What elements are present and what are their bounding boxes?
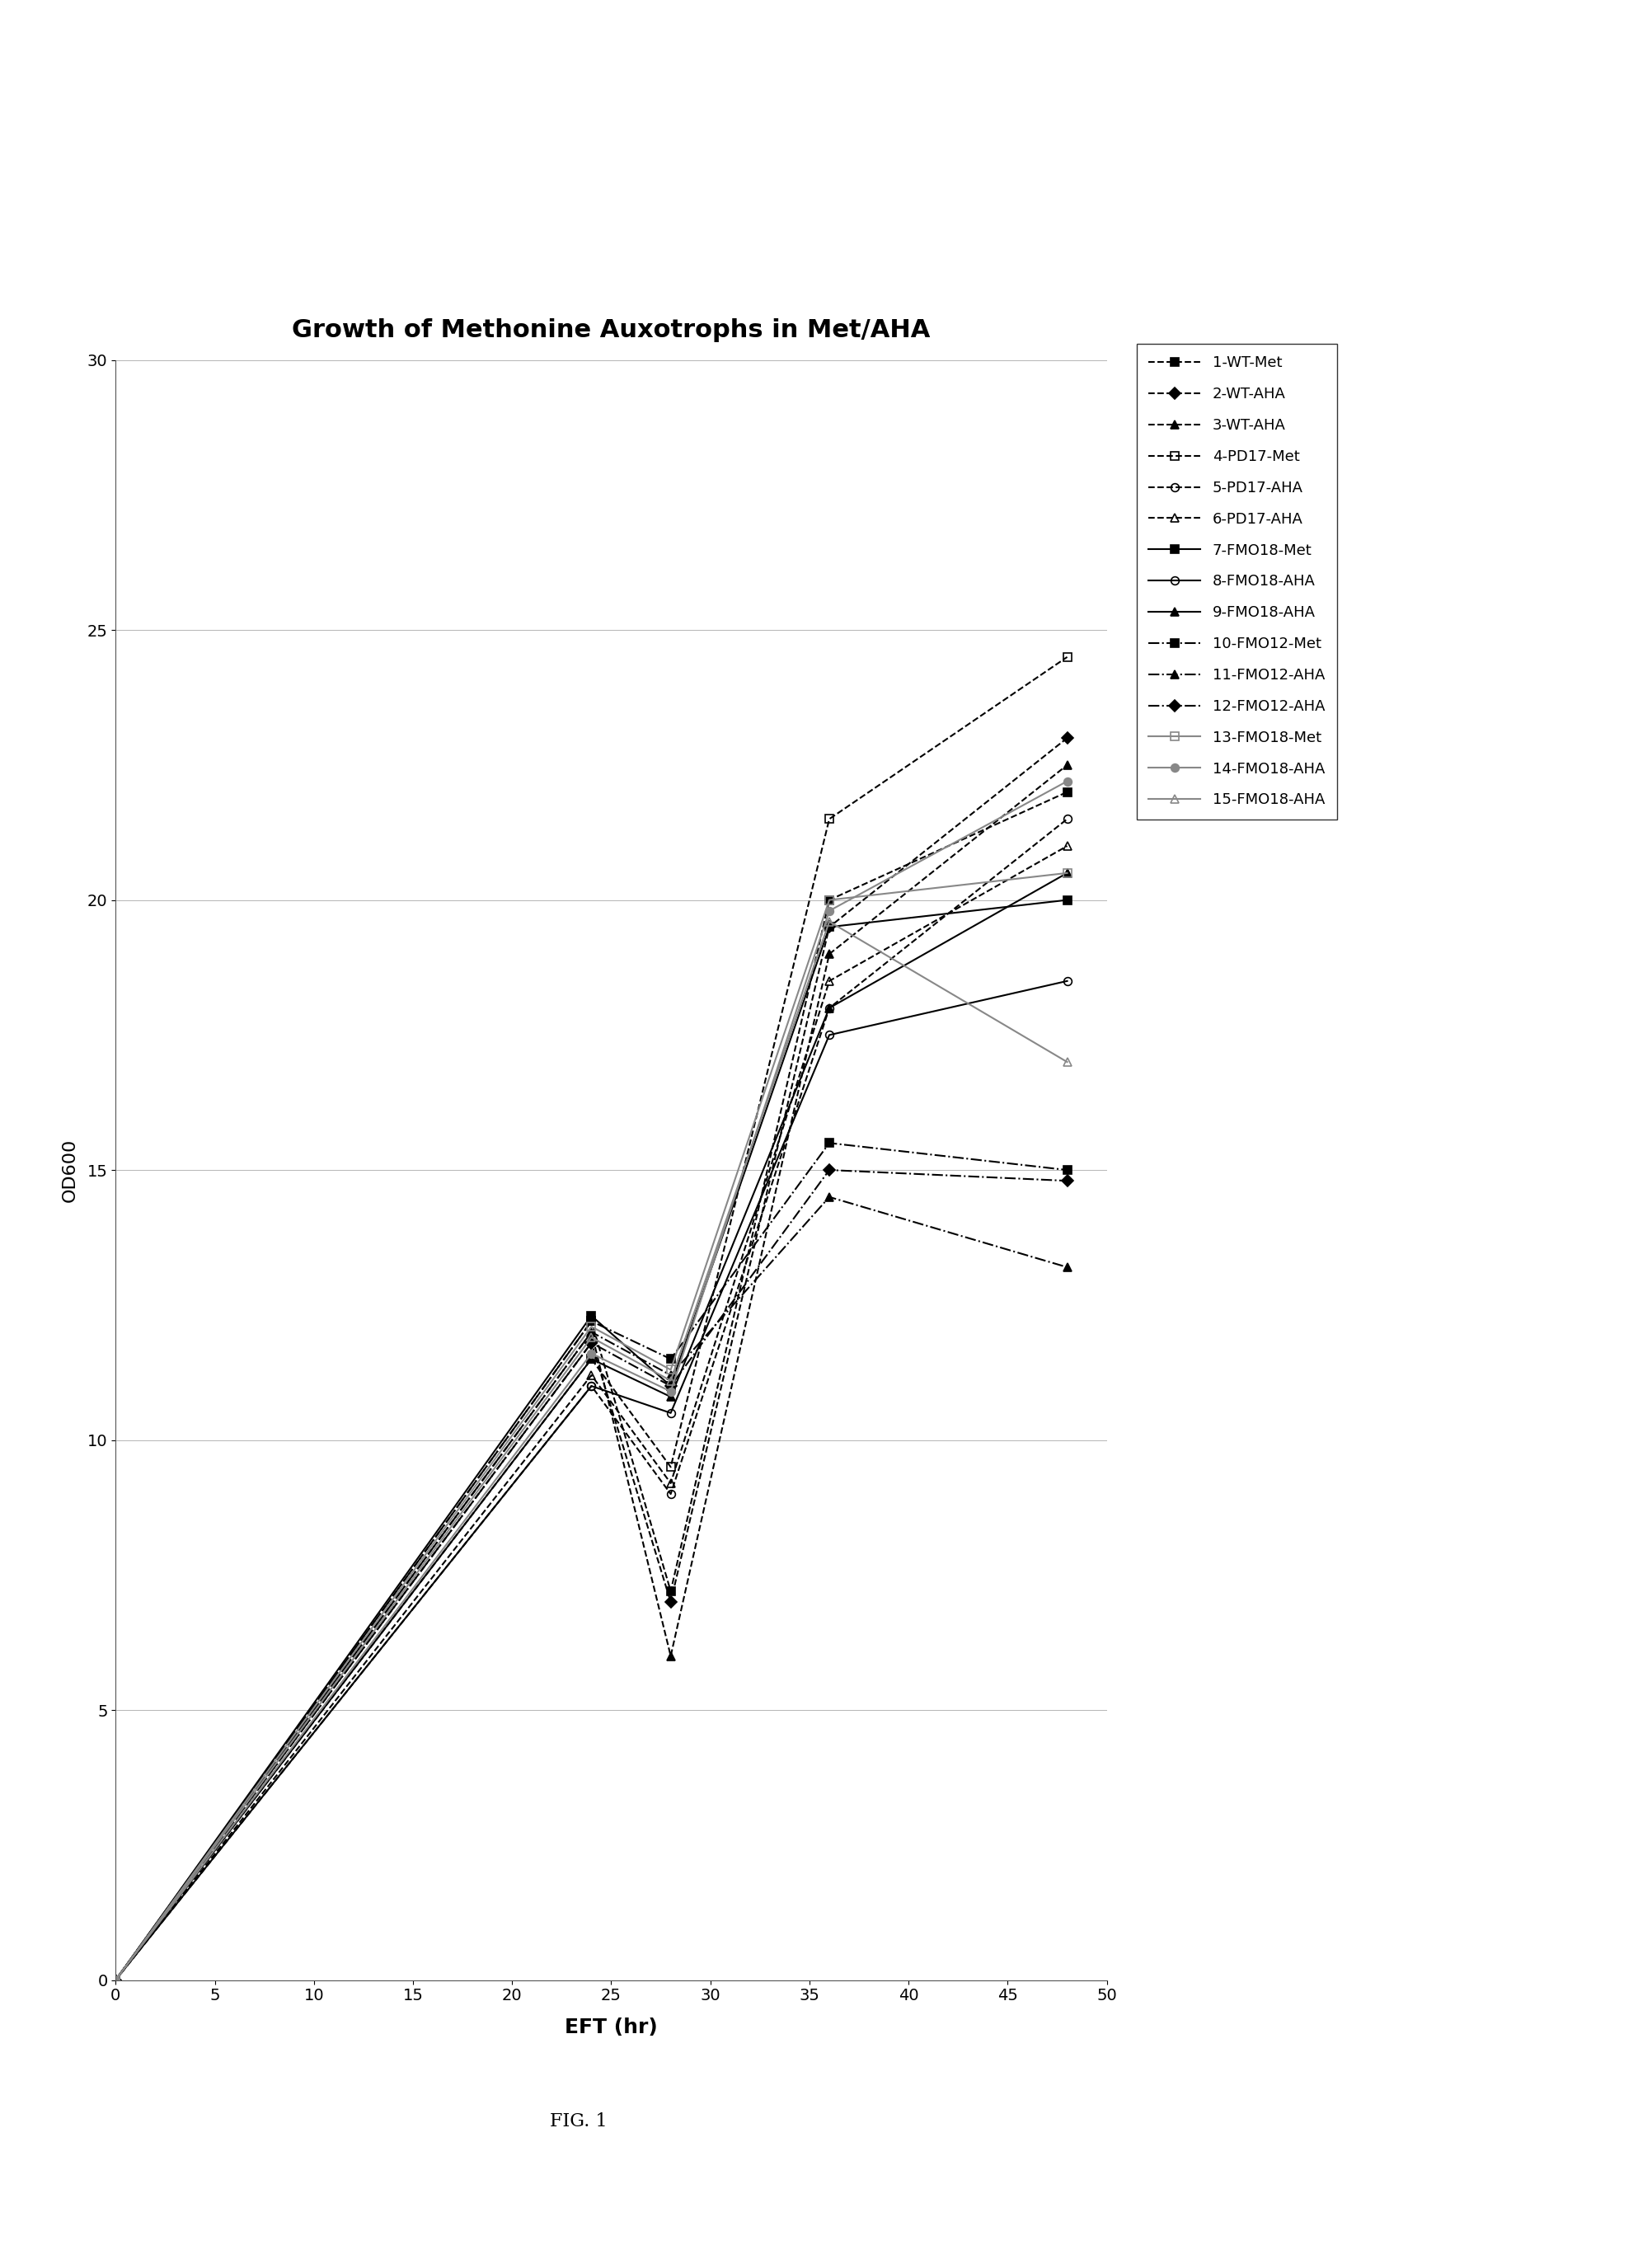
9-FMO18-AHA xyxy=(1057,860,1077,887)
8-FMO18-AHA xyxy=(106,1967,126,1994)
3-WT-AHA xyxy=(819,940,839,968)
15-FMO18-AHA xyxy=(819,909,839,936)
12-FMO12-AHA xyxy=(661,1373,681,1400)
8-FMO18-AHA xyxy=(661,1400,681,1427)
9-FMO18-AHA xyxy=(819,995,839,1022)
4-PD17-Met xyxy=(582,1346,601,1373)
10-FMO12-Met xyxy=(106,1967,126,1994)
1-WT-Met xyxy=(582,1307,601,1334)
6-PD17-AHA xyxy=(661,1469,681,1496)
14-FMO18-AHA xyxy=(1057,767,1077,794)
10-FMO12-Met xyxy=(1057,1157,1077,1184)
9-FMO18-AHA xyxy=(582,1346,601,1373)
9-FMO18-AHA xyxy=(106,1967,126,1994)
Line: 6-PD17-AHA: 6-PD17-AHA xyxy=(112,842,1070,1985)
1-WT-Met xyxy=(819,887,839,914)
8-FMO18-AHA xyxy=(582,1373,601,1400)
Y-axis label: OD600: OD600 xyxy=(61,1138,78,1202)
12-FMO12-AHA xyxy=(582,1330,601,1357)
Text: FIG. 1: FIG. 1 xyxy=(550,2113,606,2131)
Line: 8-FMO18-AHA: 8-FMO18-AHA xyxy=(112,976,1070,1985)
6-PD17-AHA xyxy=(582,1361,601,1388)
3-WT-AHA xyxy=(1057,752,1077,778)
10-FMO12-Met xyxy=(661,1346,681,1373)
15-FMO18-AHA xyxy=(582,1323,601,1350)
15-FMO18-AHA xyxy=(106,1967,126,1994)
11-FMO12-AHA xyxy=(1057,1253,1077,1280)
Line: 12-FMO12-AHA: 12-FMO12-AHA xyxy=(112,1166,1070,1985)
4-PD17-Met xyxy=(819,806,839,833)
4-PD17-Met xyxy=(106,1967,126,1994)
4-PD17-Met xyxy=(1057,644,1077,670)
13-FMO18-Met xyxy=(819,887,839,914)
14-FMO18-AHA xyxy=(661,1377,681,1404)
2-WT-AHA xyxy=(819,914,839,940)
11-FMO12-AHA xyxy=(582,1318,601,1346)
13-FMO18-Met xyxy=(106,1967,126,1994)
Line: 15-FMO18-AHA: 15-FMO18-AHA xyxy=(112,918,1070,1985)
X-axis label: EFT (hr): EFT (hr) xyxy=(565,2018,657,2036)
13-FMO18-Met xyxy=(582,1314,601,1341)
3-WT-AHA xyxy=(661,1642,681,1670)
5-PD17-AHA xyxy=(582,1373,601,1400)
Line: 5-PD17-AHA: 5-PD17-AHA xyxy=(112,815,1070,1985)
6-PD17-AHA xyxy=(106,1967,126,1994)
7-FMO18-Met xyxy=(582,1303,601,1330)
13-FMO18-Met xyxy=(1057,860,1077,887)
8-FMO18-AHA xyxy=(1057,968,1077,995)
10-FMO12-Met xyxy=(819,1130,839,1157)
1-WT-Met xyxy=(1057,778,1077,806)
2-WT-AHA xyxy=(106,1967,126,1994)
7-FMO18-Met xyxy=(106,1967,126,1994)
Line: 13-FMO18-Met: 13-FMO18-Met xyxy=(112,868,1070,1985)
Title: Growth of Methonine Auxotrophs in Met/AHA: Growth of Methonine Auxotrophs in Met/AH… xyxy=(292,317,930,342)
Line: 4-PD17-Met: 4-PD17-Met xyxy=(112,652,1070,1985)
1-WT-Met xyxy=(106,1967,126,1994)
14-FMO18-AHA xyxy=(106,1967,126,1994)
2-WT-AHA xyxy=(582,1330,601,1357)
3-WT-AHA xyxy=(106,1967,126,1994)
6-PD17-AHA xyxy=(819,968,839,995)
1-WT-Met xyxy=(661,1577,681,1604)
7-FMO18-Met xyxy=(1057,887,1077,914)
5-PD17-AHA xyxy=(106,1967,126,1994)
14-FMO18-AHA xyxy=(819,898,839,925)
2-WT-AHA xyxy=(661,1588,681,1616)
5-PD17-AHA xyxy=(1057,806,1077,833)
15-FMO18-AHA xyxy=(661,1368,681,1395)
8-FMO18-AHA xyxy=(819,1022,839,1049)
Line: 3-WT-AHA: 3-WT-AHA xyxy=(112,761,1070,1985)
Line: 11-FMO12-AHA: 11-FMO12-AHA xyxy=(112,1193,1070,1985)
4-PD17-Met xyxy=(661,1454,681,1480)
13-FMO18-Met xyxy=(661,1357,681,1384)
10-FMO12-Met xyxy=(582,1307,601,1334)
12-FMO12-AHA xyxy=(106,1967,126,1994)
Line: 14-FMO18-AHA: 14-FMO18-AHA xyxy=(112,776,1070,1985)
7-FMO18-Met xyxy=(661,1373,681,1400)
Line: 7-FMO18-Met: 7-FMO18-Met xyxy=(112,896,1070,1985)
12-FMO12-AHA xyxy=(1057,1168,1077,1195)
15-FMO18-AHA xyxy=(1057,1049,1077,1076)
12-FMO12-AHA xyxy=(819,1157,839,1184)
14-FMO18-AHA xyxy=(582,1341,601,1368)
2-WT-AHA xyxy=(1057,725,1077,752)
5-PD17-AHA xyxy=(819,995,839,1022)
9-FMO18-AHA xyxy=(661,1384,681,1411)
6-PD17-AHA xyxy=(1057,833,1077,860)
5-PD17-AHA xyxy=(661,1480,681,1508)
Line: 1-WT-Met: 1-WT-Met xyxy=(112,788,1070,1985)
7-FMO18-Met xyxy=(819,914,839,940)
11-FMO12-AHA xyxy=(661,1361,681,1388)
3-WT-AHA xyxy=(582,1318,601,1346)
Legend: 1-WT-Met, 2-WT-AHA, 3-WT-AHA, 4-PD17-Met, 5-PD17-AHA, 6-PD17-AHA, 7-FMO18-Met, 8: 1-WT-Met, 2-WT-AHA, 3-WT-AHA, 4-PD17-Met… xyxy=(1137,344,1336,819)
11-FMO12-AHA xyxy=(106,1967,126,1994)
Line: 2-WT-AHA: 2-WT-AHA xyxy=(112,734,1070,1985)
11-FMO12-AHA xyxy=(819,1184,839,1210)
Line: 9-FMO18-AHA: 9-FMO18-AHA xyxy=(112,868,1070,1985)
Line: 10-FMO12-Met: 10-FMO12-Met xyxy=(112,1138,1070,1985)
